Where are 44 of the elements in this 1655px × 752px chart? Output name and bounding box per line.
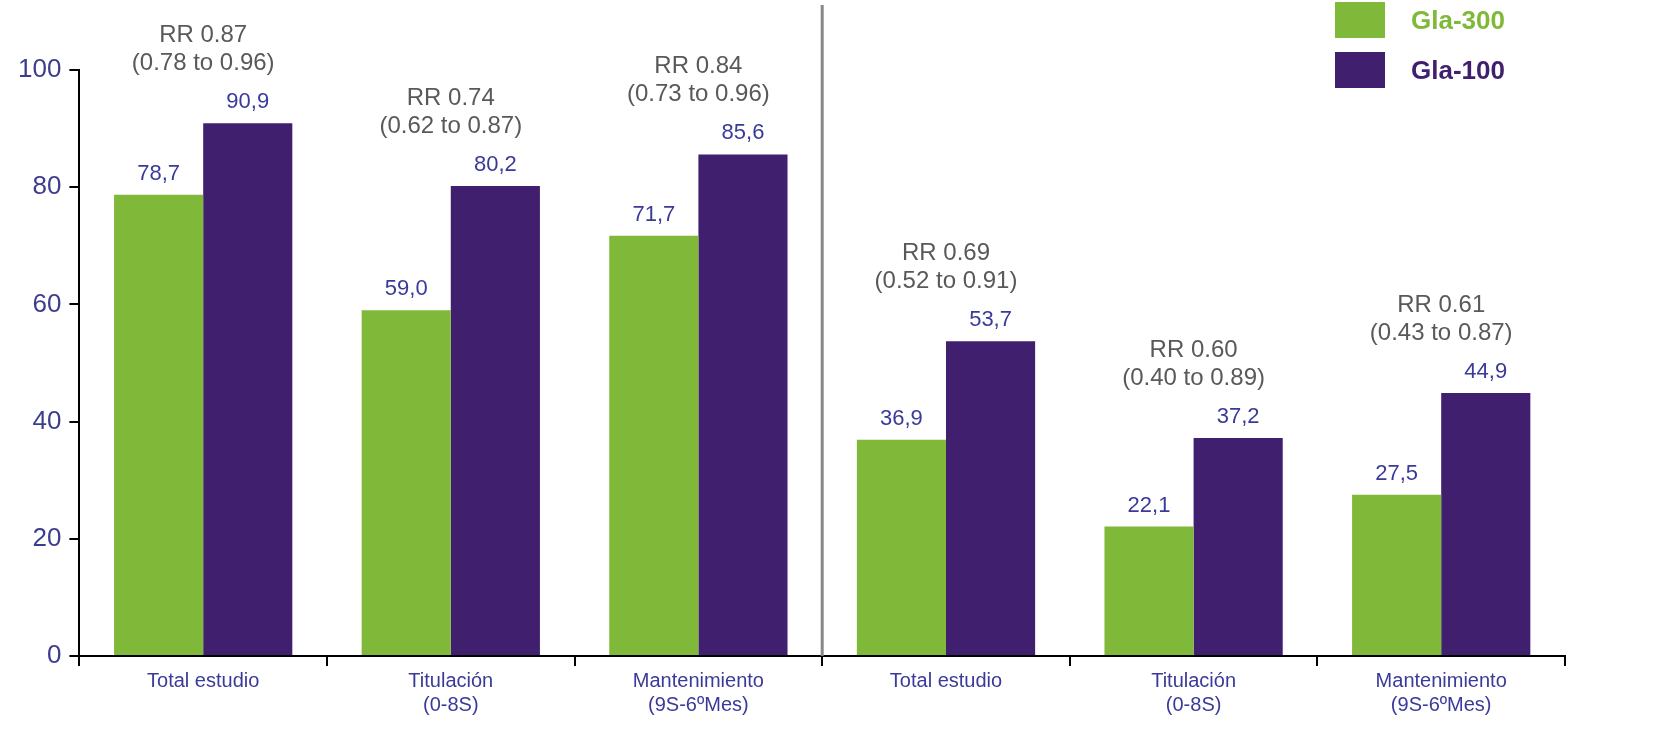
data-label: 22,1 xyxy=(1127,491,1171,517)
bar xyxy=(203,123,293,655)
y-tick-label: 100 xyxy=(17,53,62,84)
bar xyxy=(114,194,204,655)
x-tick-label: Mantenimiento (9S-6ºMes) xyxy=(1375,668,1507,715)
y-tick-label: 80 xyxy=(32,170,62,201)
bar xyxy=(1193,438,1283,655)
y-tick-label: 40 xyxy=(32,404,62,435)
annotation: RR 0.84 (0.73 to 0.96) xyxy=(627,51,770,107)
x-tick-label: Mantenimiento (9S-6ºMes) xyxy=(632,668,764,715)
data-label: 71,7 xyxy=(632,200,676,226)
bar xyxy=(450,186,540,655)
legend-label: Gla-100 xyxy=(1411,54,1505,86)
x-tick-label: Titulación (0-8S) xyxy=(408,668,494,715)
bar xyxy=(609,235,699,655)
annotation: RR 0.60 (0.40 to 0.89) xyxy=(1122,334,1265,390)
bar xyxy=(698,154,788,655)
annotation: RR 0.69 (0.52 to 0.91) xyxy=(874,237,1018,293)
data-label: 37,2 xyxy=(1216,403,1260,429)
bar xyxy=(1104,526,1194,655)
data-label: 78,7 xyxy=(137,159,181,185)
x-tick-label: Titulación (0-8S) xyxy=(1151,668,1237,715)
data-label: 44,9 xyxy=(1464,357,1508,383)
data-label: 27,5 xyxy=(1375,459,1419,485)
data-label: 59,0 xyxy=(384,275,428,301)
bar xyxy=(945,341,1036,655)
bar xyxy=(856,439,946,655)
data-label: 90,9 xyxy=(226,88,270,114)
data-label: 85,6 xyxy=(721,119,765,145)
y-tick-label: 0 xyxy=(46,639,62,670)
data-label: 53,7 xyxy=(969,306,1012,332)
bar xyxy=(1352,494,1442,655)
x-tick-label: Total estudio xyxy=(147,668,260,691)
data-label: 36,9 xyxy=(880,404,923,430)
bar xyxy=(1441,392,1531,655)
legend-label: Gla-300 xyxy=(1411,4,1505,36)
annotation: RR 0.87 (0.78 to 0.96) xyxy=(131,19,275,75)
y-tick-label: 60 xyxy=(32,287,62,318)
y-tick-label: 20 xyxy=(32,521,62,552)
bar xyxy=(361,310,451,655)
annotation: RR 0.61 (0.43 to 0.87) xyxy=(1369,289,1513,345)
data-label: 80,2 xyxy=(473,151,517,177)
x-tick-label: Total estudio xyxy=(889,668,1003,691)
annotation: RR 0.74 (0.62 to 0.87) xyxy=(379,82,523,138)
